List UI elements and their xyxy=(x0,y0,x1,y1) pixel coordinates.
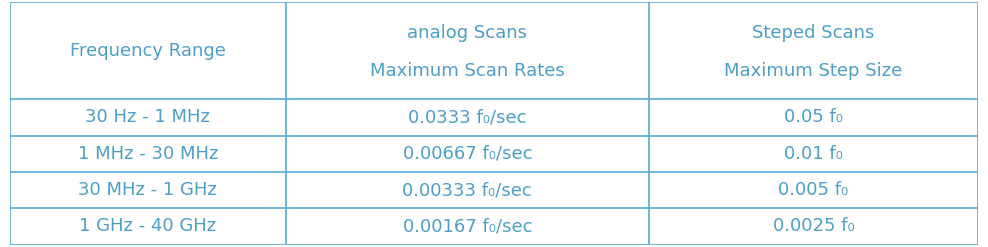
Text: 0.05 f₀: 0.05 f₀ xyxy=(784,108,843,126)
Text: analog Scans: analog Scans xyxy=(407,24,528,42)
Text: Frequency Range: Frequency Range xyxy=(70,42,226,60)
Text: 0.00167 f₀/sec: 0.00167 f₀/sec xyxy=(403,217,533,235)
Text: Maximum Step Size: Maximum Step Size xyxy=(724,62,903,81)
Text: Maximum Scan Rates: Maximum Scan Rates xyxy=(370,62,565,81)
Text: 0.005 f₀: 0.005 f₀ xyxy=(779,181,849,199)
Text: 30 Hz - 1 MHz: 30 Hz - 1 MHz xyxy=(85,108,210,126)
Text: 0.00667 f₀/sec: 0.00667 f₀/sec xyxy=(403,145,533,163)
Text: 0.00333 f₀/sec: 0.00333 f₀/sec xyxy=(402,181,533,199)
Text: 30 MHz - 1 GHz: 30 MHz - 1 GHz xyxy=(78,181,217,199)
Text: Steped Scans: Steped Scans xyxy=(752,24,874,42)
Text: 0.0333 f₀/sec: 0.0333 f₀/sec xyxy=(408,108,527,126)
Text: 1 MHz - 30 MHz: 1 MHz - 30 MHz xyxy=(78,145,218,163)
Text: 0.01 f₀: 0.01 f₀ xyxy=(784,145,843,163)
Text: 0.0025 f₀: 0.0025 f₀ xyxy=(773,217,855,235)
Text: 1 GHz - 40 GHz: 1 GHz - 40 GHz xyxy=(79,217,216,235)
